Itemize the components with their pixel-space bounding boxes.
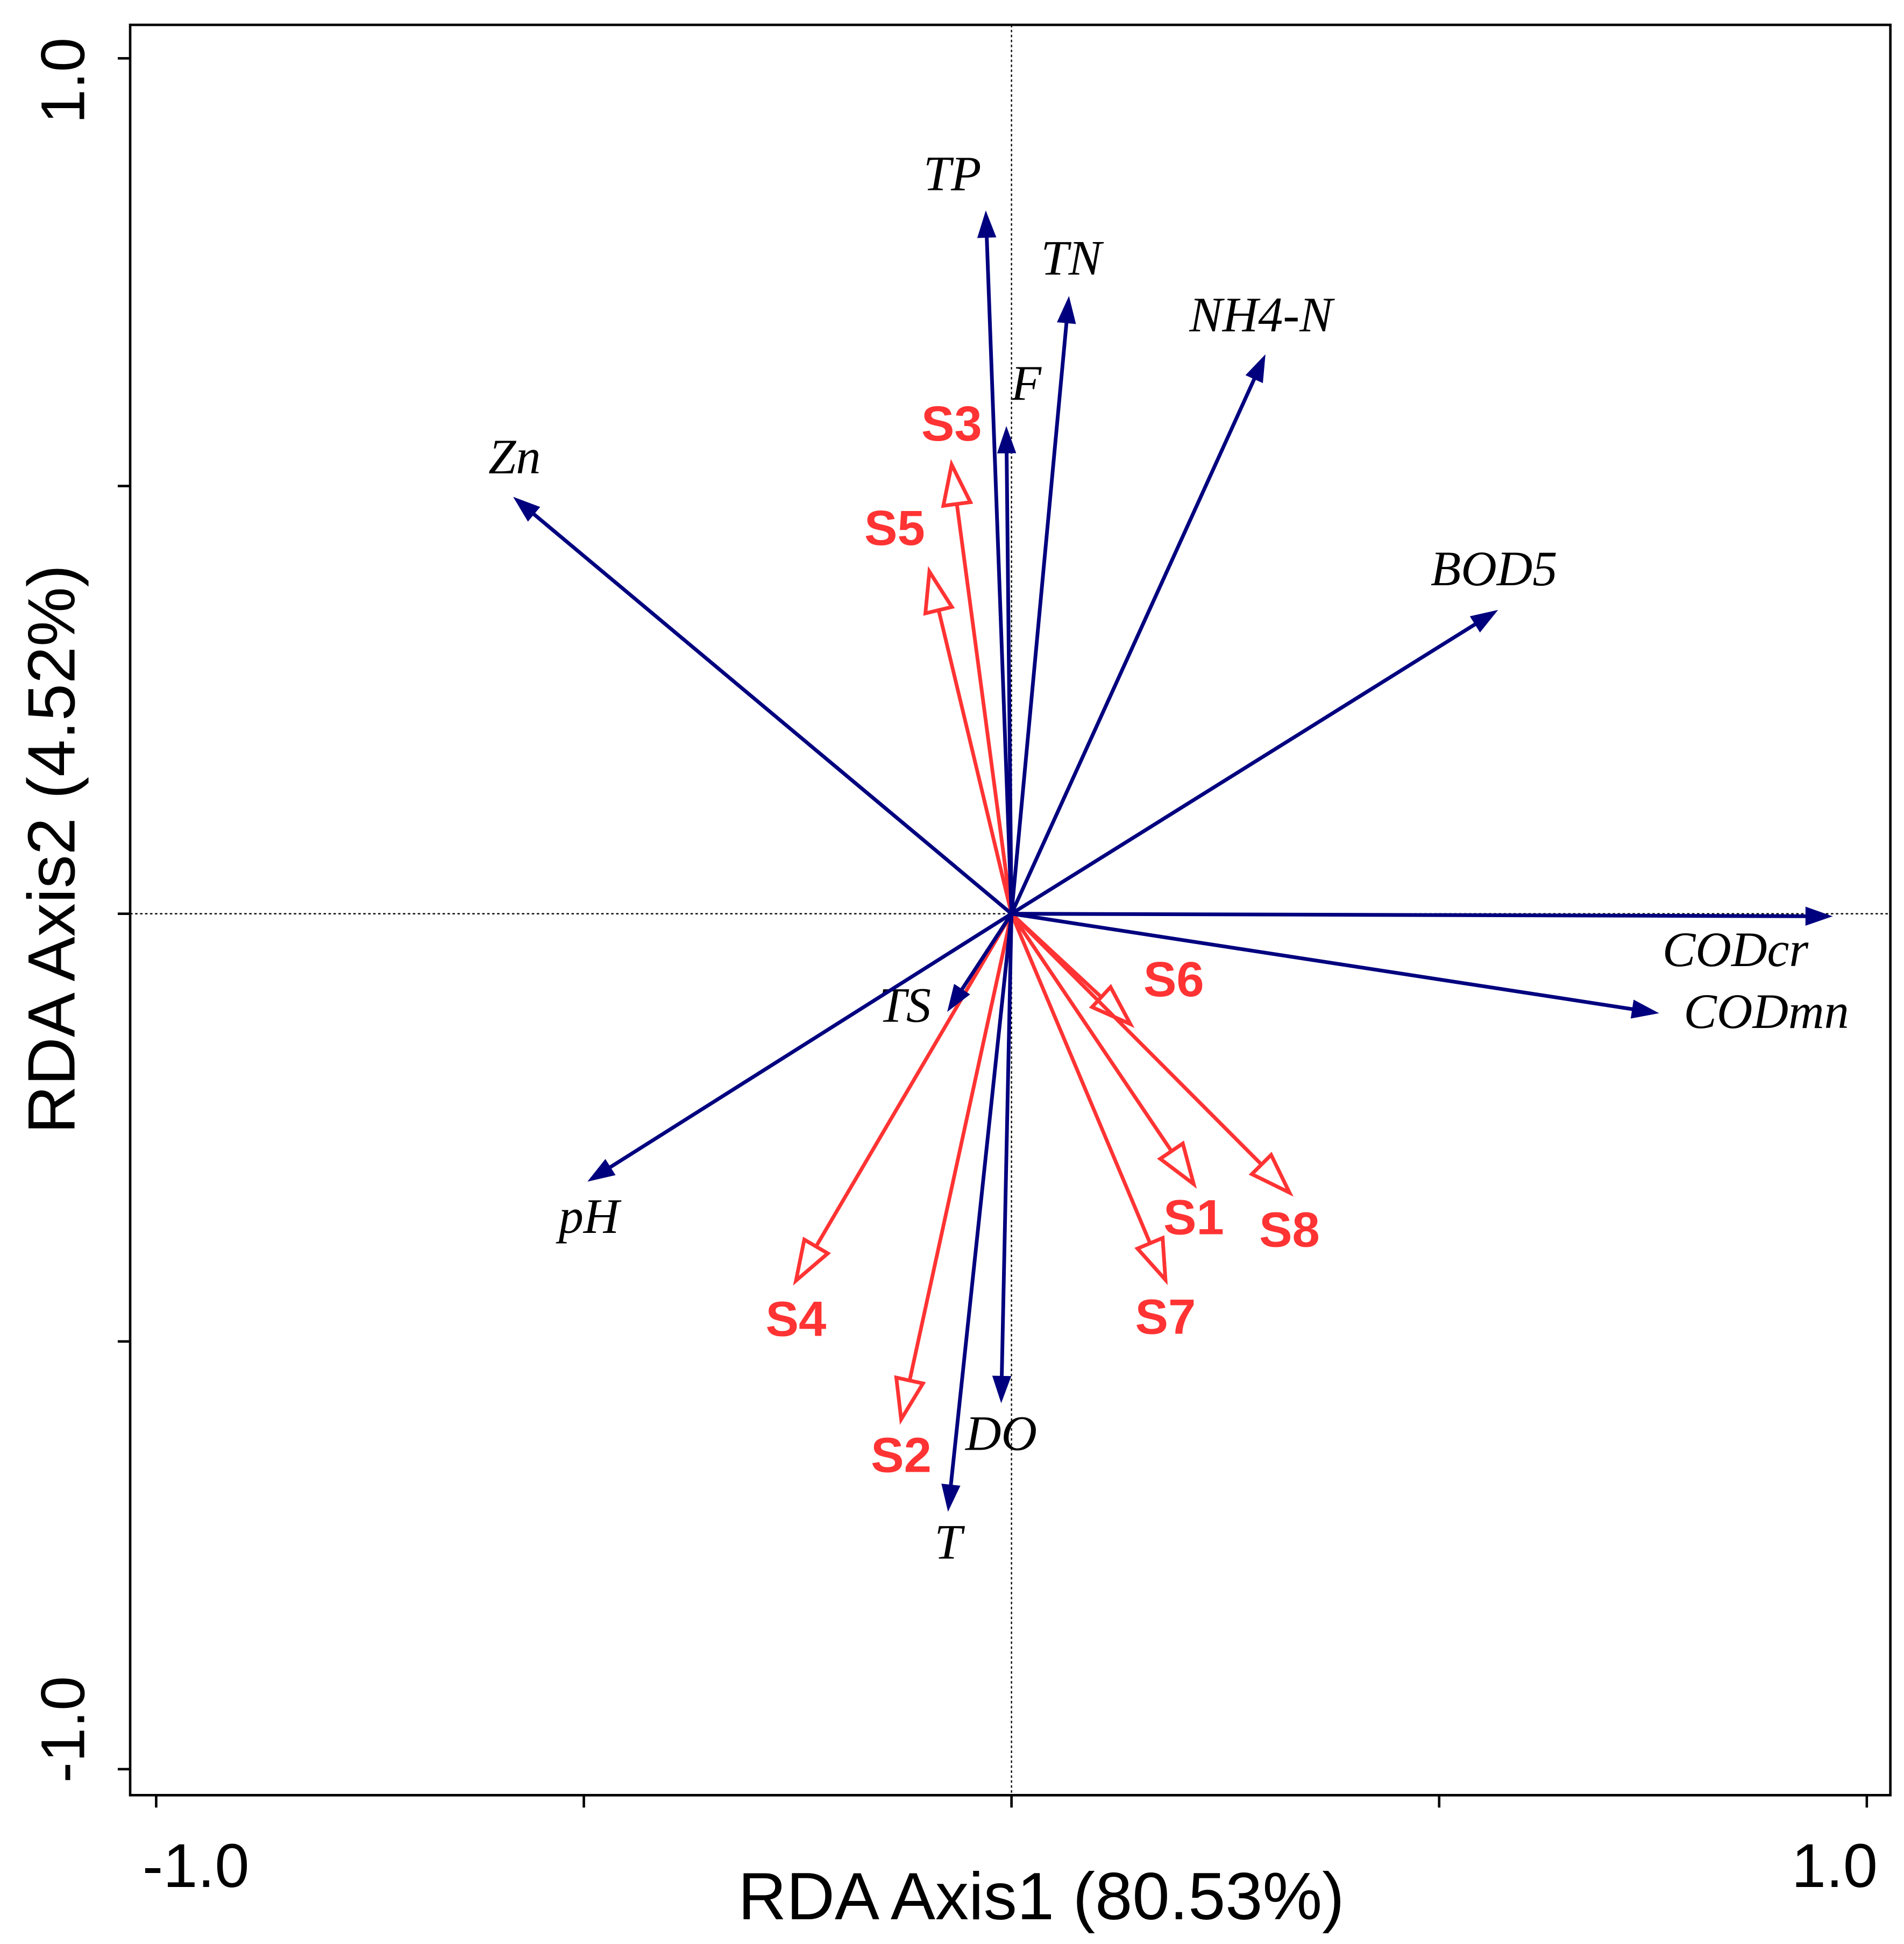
y-axis-title: RDA Axis2 (4.52%) [14, 565, 89, 1134]
env-vector-TN: TN [1010, 230, 1104, 914]
site-vector-S4: S4 [766, 912, 1013, 1347]
vector-line [1011, 912, 1633, 1011]
vector-label: CODmn [1683, 984, 1849, 1039]
vector-line [1010, 912, 1173, 1152]
site-vector-S7: S7 [1010, 913, 1196, 1345]
vector-line [955, 503, 1014, 914]
vector-label: Zn [488, 429, 541, 484]
arrowhead [1805, 906, 1833, 926]
y-tick-label-min: -1.0 [29, 1676, 98, 1783]
site-vector-S3: S3 [921, 396, 1014, 914]
env-vector-F: F [997, 356, 1042, 914]
vector-label: S6 [1143, 952, 1204, 1007]
vector-label: S5 [864, 500, 925, 556]
vector-line [949, 913, 1014, 1486]
vector-label: CODcr [1663, 922, 1809, 977]
x-tick-label-min: -1.0 [143, 1832, 250, 1900]
arrowhead [947, 984, 970, 1012]
x-tick-label-max: 1.0 [1792, 1832, 1878, 1900]
vector-label: pH [556, 1189, 622, 1244]
vector-label: NH4-N [1189, 287, 1335, 342]
vector-label: TN [1041, 230, 1104, 285]
vector-line [1010, 622, 1477, 916]
x-axis-title: RDA Axis1 (80.53%) [738, 1859, 1344, 1934]
env-vector-T: T [934, 913, 1014, 1569]
vector-label: S1 [1163, 1190, 1224, 1245]
arrowhead [793, 1237, 832, 1286]
vector-line [1010, 912, 1263, 1166]
vector-label: TS [879, 978, 931, 1033]
vector-label: DO [964, 1406, 1037, 1460]
vector-label: T [934, 1514, 965, 1569]
vector-label: S8 [1259, 1202, 1320, 1257]
env-vector-NH4-N: NH4-N [1010, 287, 1335, 915]
vector-line [609, 912, 1013, 1169]
site-vector-S2: S2 [871, 913, 1014, 1483]
vector-line [1005, 452, 1014, 914]
site-vector-S5: S5 [864, 500, 1013, 914]
arrowhead [977, 210, 997, 238]
env-vector-CODmn: CODmn [1011, 912, 1849, 1039]
arrowhead [997, 425, 1017, 453]
vector-line [1000, 913, 1014, 1377]
env-vector-TP: TP [923, 146, 1014, 914]
env-vector-BOD5: BOD5 [1010, 541, 1558, 916]
vector-line [1010, 913, 1152, 1244]
env-vector-DO: DO [964, 913, 1037, 1460]
vector-label: S2 [871, 1428, 932, 1483]
vector-line [960, 912, 1013, 991]
vector-label: F [1011, 356, 1042, 410]
site-vector-S8: S8 [1010, 912, 1320, 1257]
arrowhead [941, 1484, 961, 1512]
vector-label: BOD5 [1431, 541, 1558, 596]
axis-ticks [117, 57, 1869, 1808]
arrowhead [1469, 609, 1498, 633]
vector-label: S3 [921, 396, 982, 451]
vectors-layer: S3 S5 S6 S1 S8 S7 S4 S2 TP TN NH4-N F Zn BOD5 CODcr COD… [488, 146, 1849, 1570]
site-vector-S1: S1 [1010, 912, 1224, 1245]
vector-line [814, 912, 1013, 1248]
y-tick-label-max: 1.0 [29, 38, 98, 124]
vector-line [1010, 322, 1069, 914]
arrowhead [1248, 1152, 1294, 1197]
vector-line [1010, 378, 1256, 915]
env-vector-Zn: Zn [488, 429, 1013, 916]
env-vector-pH: pH [556, 912, 1013, 1244]
vector-line [532, 512, 1013, 916]
arrowhead [1245, 354, 1266, 384]
vector-line [907, 913, 1014, 1381]
vector-line [936, 609, 1013, 914]
vector-line [1011, 912, 1806, 918]
arrowhead [923, 566, 955, 616]
arrowhead [1057, 296, 1076, 324]
env-vector-TS: TS [879, 912, 1013, 1033]
arrowhead [1134, 1235, 1168, 1286]
vector-label: S7 [1135, 1289, 1196, 1345]
arrowhead [587, 1159, 616, 1182]
arrowhead [513, 496, 541, 522]
arrowhead [1630, 999, 1659, 1019]
arrowhead [992, 1375, 1012, 1403]
vector-label: S4 [766, 1292, 827, 1347]
arrowhead [941, 459, 974, 508]
env-vector-CODcr: CODcr [1011, 906, 1833, 977]
vector-label: TP [923, 146, 982, 201]
arrowhead [1157, 1140, 1197, 1189]
arrowhead [894, 1375, 926, 1425]
vector-line [985, 237, 1014, 914]
